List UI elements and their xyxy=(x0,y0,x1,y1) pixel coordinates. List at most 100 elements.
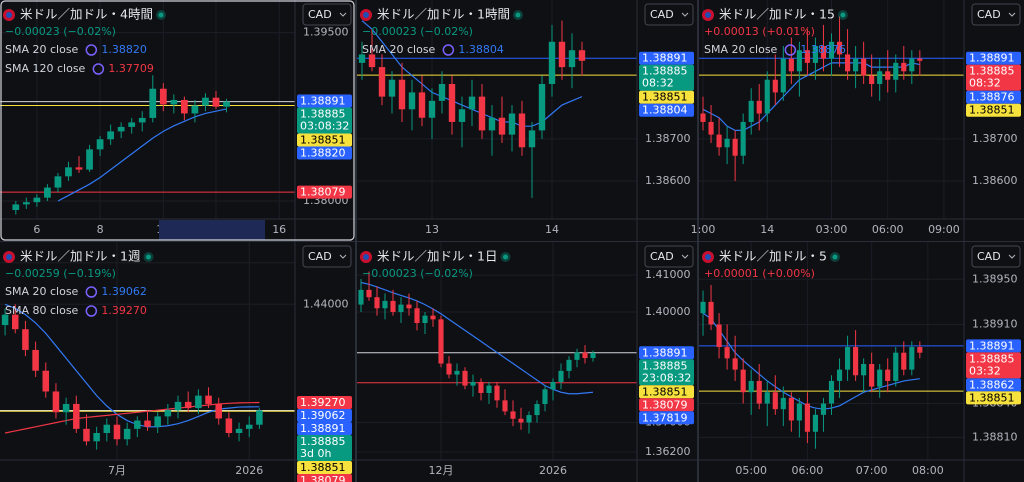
candle-body xyxy=(42,370,50,392)
candle-body xyxy=(528,130,536,148)
price-tag-label: 1.38876 xyxy=(969,91,1015,104)
candle-body xyxy=(154,416,161,427)
candle-body xyxy=(191,105,199,114)
indicator-value: 1.38804 xyxy=(458,43,504,56)
moving-average-line xyxy=(702,312,920,410)
candle-body xyxy=(788,397,794,421)
price-tag xyxy=(297,185,352,199)
indicator-icon xyxy=(85,286,98,298)
y-tick-label: 1.39500 xyxy=(303,26,349,39)
dropdown-chevron xyxy=(1008,12,1016,17)
candle-body xyxy=(478,96,486,131)
symbol-title[interactable]: 米ドル／加ドル・1週 xyxy=(20,249,141,264)
candle-body xyxy=(502,400,508,412)
candle-body xyxy=(93,433,100,442)
currency-dropdown[interactable] xyxy=(302,3,352,26)
indicator-name[interactable]: SMA 20 close xyxy=(5,285,79,298)
y-tick-label: 1.38600 xyxy=(645,174,691,187)
candle-body xyxy=(901,352,907,370)
candle-body xyxy=(853,347,859,376)
currency-dropdown[interactable] xyxy=(971,3,1021,26)
market-status-dot xyxy=(515,12,521,18)
symbol-title[interactable]: 米ドル／加ドル・4時間 xyxy=(20,7,153,22)
indicator-value: 1.39062 xyxy=(101,285,147,298)
indicator-name[interactable]: SMA 20 close xyxy=(5,43,79,56)
currency-dropdown[interactable] xyxy=(302,245,352,268)
candle-body xyxy=(468,96,476,110)
price-tag-label: 1.38820 xyxy=(300,146,346,159)
price-tag-label: 1.38851 xyxy=(969,104,1015,117)
candle-body xyxy=(245,424,253,429)
price-tag xyxy=(966,64,1021,91)
candle-body xyxy=(836,41,843,55)
candle-body xyxy=(732,358,738,370)
currency-dropdown[interactable] xyxy=(644,3,694,26)
price-tag xyxy=(639,64,694,91)
candle-body xyxy=(75,167,83,170)
price-tag xyxy=(966,339,1021,353)
indicator-name[interactable]: SMA 20 close xyxy=(362,43,436,56)
candle-body xyxy=(542,389,548,405)
candle-body xyxy=(374,297,380,309)
symbol-title[interactable]: 米ドル／加ドル・5 xyxy=(719,249,827,264)
price-tag xyxy=(639,385,694,399)
price-tag-label: 1.38891 xyxy=(300,422,346,435)
price-tag xyxy=(297,434,352,461)
candle-body xyxy=(478,381,484,393)
candle-body xyxy=(181,99,188,114)
candle-body xyxy=(107,131,114,140)
candle-body xyxy=(65,167,72,177)
price-tag xyxy=(297,146,352,160)
currency-label[interactable]: CAD xyxy=(977,8,1001,21)
candle-body xyxy=(558,41,566,68)
candle-body xyxy=(764,79,770,114)
price-tag xyxy=(639,359,694,386)
chart-panel[interactable]: 1.460001.440007月20261.392701.390621.3889… xyxy=(0,242,355,482)
indicator-icon xyxy=(85,305,98,317)
candle-body xyxy=(548,41,556,84)
indicator-icon xyxy=(784,44,797,56)
symbol-title[interactable]: 米ドル／加ドル・15 xyxy=(719,7,835,22)
countdown: 08:32 xyxy=(642,77,674,90)
currency-label[interactable]: CAD xyxy=(650,8,674,21)
candle-body xyxy=(748,380,754,393)
candle-body xyxy=(422,315,428,324)
candle-body xyxy=(83,428,90,442)
chart-panel[interactable]: 1.38700 1.38600 1:00 14 03:00 06:00 09:00 1.388… xyxy=(691,0,1024,241)
candle-body xyxy=(462,370,468,386)
candle-body xyxy=(159,88,167,105)
candle-body xyxy=(398,79,406,110)
candle-body xyxy=(358,54,366,63)
indicator-name[interactable]: SMA 20 close xyxy=(704,43,778,56)
currency-label[interactable]: CAD xyxy=(650,250,674,263)
currency-dropdown[interactable] xyxy=(644,245,694,268)
market-status-dot xyxy=(502,254,508,260)
chart-panel[interactable]: 1.395001.38000681014161.388911.3888503:0… xyxy=(0,0,355,241)
candle-body xyxy=(518,113,526,148)
price-tag xyxy=(966,51,1021,65)
candle-body xyxy=(368,54,376,68)
moving-average-line xyxy=(360,281,594,395)
currency-dropdown[interactable] xyxy=(971,245,1021,268)
chart-panel[interactable]: 1.410001.400001.370001.3620012月20261.388… xyxy=(357,242,697,482)
price-tag-label: 1.38851 xyxy=(642,91,688,104)
candle-body xyxy=(448,83,456,122)
indicator-value: 1.38876 xyxy=(800,43,846,56)
active-panel-border xyxy=(0,0,355,241)
indicator-name[interactable]: SMA 120 close xyxy=(5,62,86,75)
candle-body xyxy=(44,187,51,198)
price-tag xyxy=(966,103,1021,117)
symbol-title[interactable]: 米ドル／加ドル・1日 xyxy=(377,249,497,264)
currency-label[interactable]: CAD xyxy=(977,250,1001,263)
currency-label[interactable]: CAD xyxy=(308,8,332,21)
candle-body xyxy=(578,50,586,61)
indicator-name[interactable]: SMA 80 close xyxy=(5,304,79,317)
x-tick-label: 2026 xyxy=(539,464,567,477)
candle-body xyxy=(358,289,364,305)
candle-body xyxy=(716,134,722,148)
currency-label[interactable]: CAD xyxy=(308,250,332,263)
chart-panel[interactable]: 1.389501.389101.388401.3881005:0006:0007… xyxy=(699,242,1024,482)
symbol-title[interactable]: 米ドル／加ドル・1時間 xyxy=(377,7,510,22)
